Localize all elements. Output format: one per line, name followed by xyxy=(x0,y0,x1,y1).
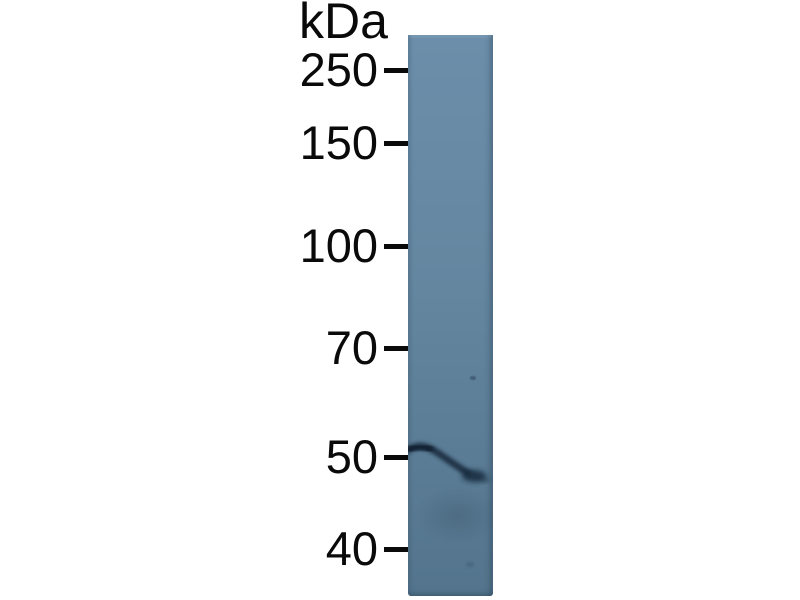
marker-tick-dash xyxy=(384,140,409,146)
kda-unit-label: kDa xyxy=(299,0,388,49)
marker-row: 50 xyxy=(0,430,409,483)
marker-weight-label: 40 xyxy=(325,522,378,575)
marker-row: 100 xyxy=(0,219,409,272)
blot-lane xyxy=(408,35,493,596)
faint-speck-icon xyxy=(470,376,476,380)
faint-smudge xyxy=(408,475,493,565)
marker-weight-label: 100 xyxy=(299,219,378,272)
marker-row: 150 xyxy=(0,116,409,169)
marker-tick-dash xyxy=(384,454,409,460)
marker-row: 40 xyxy=(0,522,409,575)
marker-weight-label: 150 xyxy=(299,116,378,169)
marker-tick-dash xyxy=(384,243,409,249)
marker-tick-dash xyxy=(384,345,409,351)
protein-band xyxy=(408,442,490,483)
marker-row: 250 xyxy=(0,43,409,96)
marker-weight-label: 50 xyxy=(325,430,378,483)
marker-weight-label: 250 xyxy=(299,43,378,96)
marker-weight-label: 70 xyxy=(325,321,378,374)
marker-tick-dash xyxy=(384,546,409,552)
marker-tick-dash xyxy=(384,67,409,73)
faint-speck-icon xyxy=(466,562,474,567)
marker-row: 70 xyxy=(0,321,409,374)
